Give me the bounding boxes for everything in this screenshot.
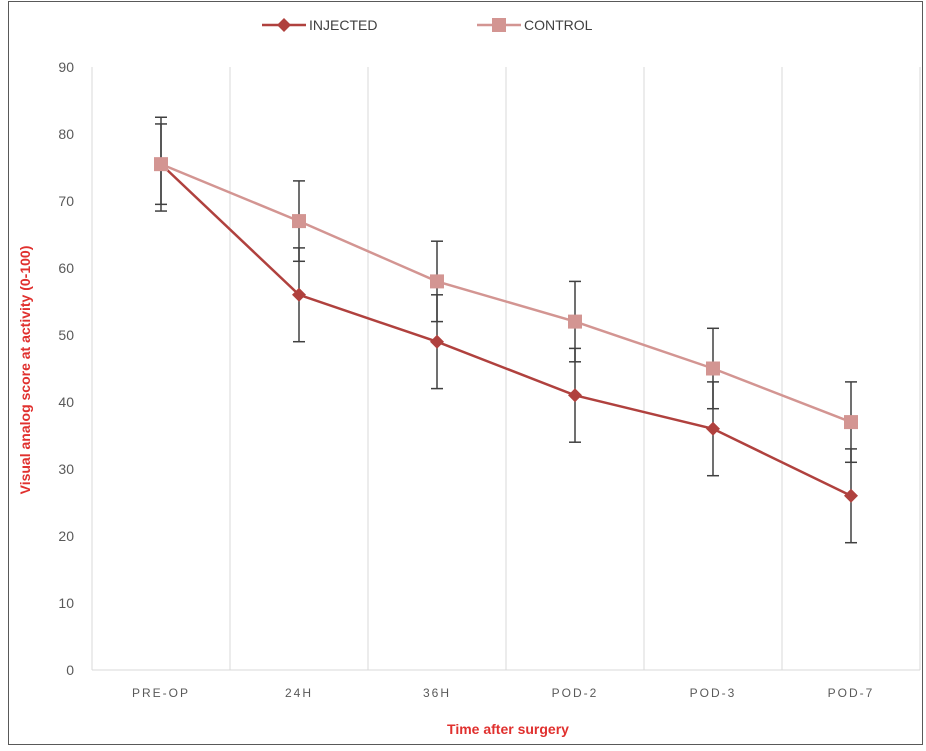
y-tick-label: 30 [58,461,74,477]
y-tick-label: 20 [58,528,74,544]
gridlines [91,67,921,671]
legend-label: INJECTED [309,17,377,33]
x-tick-label: POD-7 [828,686,875,700]
data-point [292,214,306,229]
data-point [706,361,720,376]
legend-marker [277,18,291,32]
data-point [844,488,858,503]
x-axis-title: Time after surgery [447,721,569,737]
y-tick-label: 60 [58,260,74,276]
x-tick-label: POD-2 [552,686,599,700]
legend: INJECTED CONTROL [262,17,593,33]
data-point [430,334,444,349]
y-tick-label: 0 [66,662,74,678]
y-tick-label: 80 [58,126,74,142]
data-point [568,388,582,403]
series-line [160,163,852,497]
legend-item-injected: INJECTED [262,17,377,33]
y-tick-label: 50 [58,327,74,343]
y-axis-title: Visual analog score at activity (0-100) [17,246,33,495]
legend-marker [492,18,506,32]
legend-item-control: CONTROL [477,17,593,33]
y-tick-label: 70 [58,193,74,209]
series-control [160,162,852,424]
series [154,116,858,544]
x-tick-label: 24H [285,686,313,700]
data-point [568,314,582,329]
legend-label: CONTROL [524,17,593,33]
data-point [430,274,444,289]
series-injected [160,163,852,497]
data-point [154,157,168,172]
x-tick-label: POD-3 [690,686,737,700]
y-axis-ticks: 0 10 20 30 40 50 60 70 80 90 [58,59,74,678]
x-tick-label: 36H [423,686,451,700]
y-tick-label: 90 [58,59,74,75]
data-point [844,415,858,430]
chart-frame [8,1,923,745]
y-tick-label: 10 [58,595,74,611]
data-point [706,421,720,436]
x-tick-label: PRE-OP [132,686,190,700]
data-point [292,287,306,302]
series-line [160,162,852,424]
y-tick-label: 40 [58,394,74,410]
markers-control [154,157,858,430]
x-axis-ticks: PRE-OP 24H 36H POD-2 POD-3 POD-7 [132,686,875,700]
